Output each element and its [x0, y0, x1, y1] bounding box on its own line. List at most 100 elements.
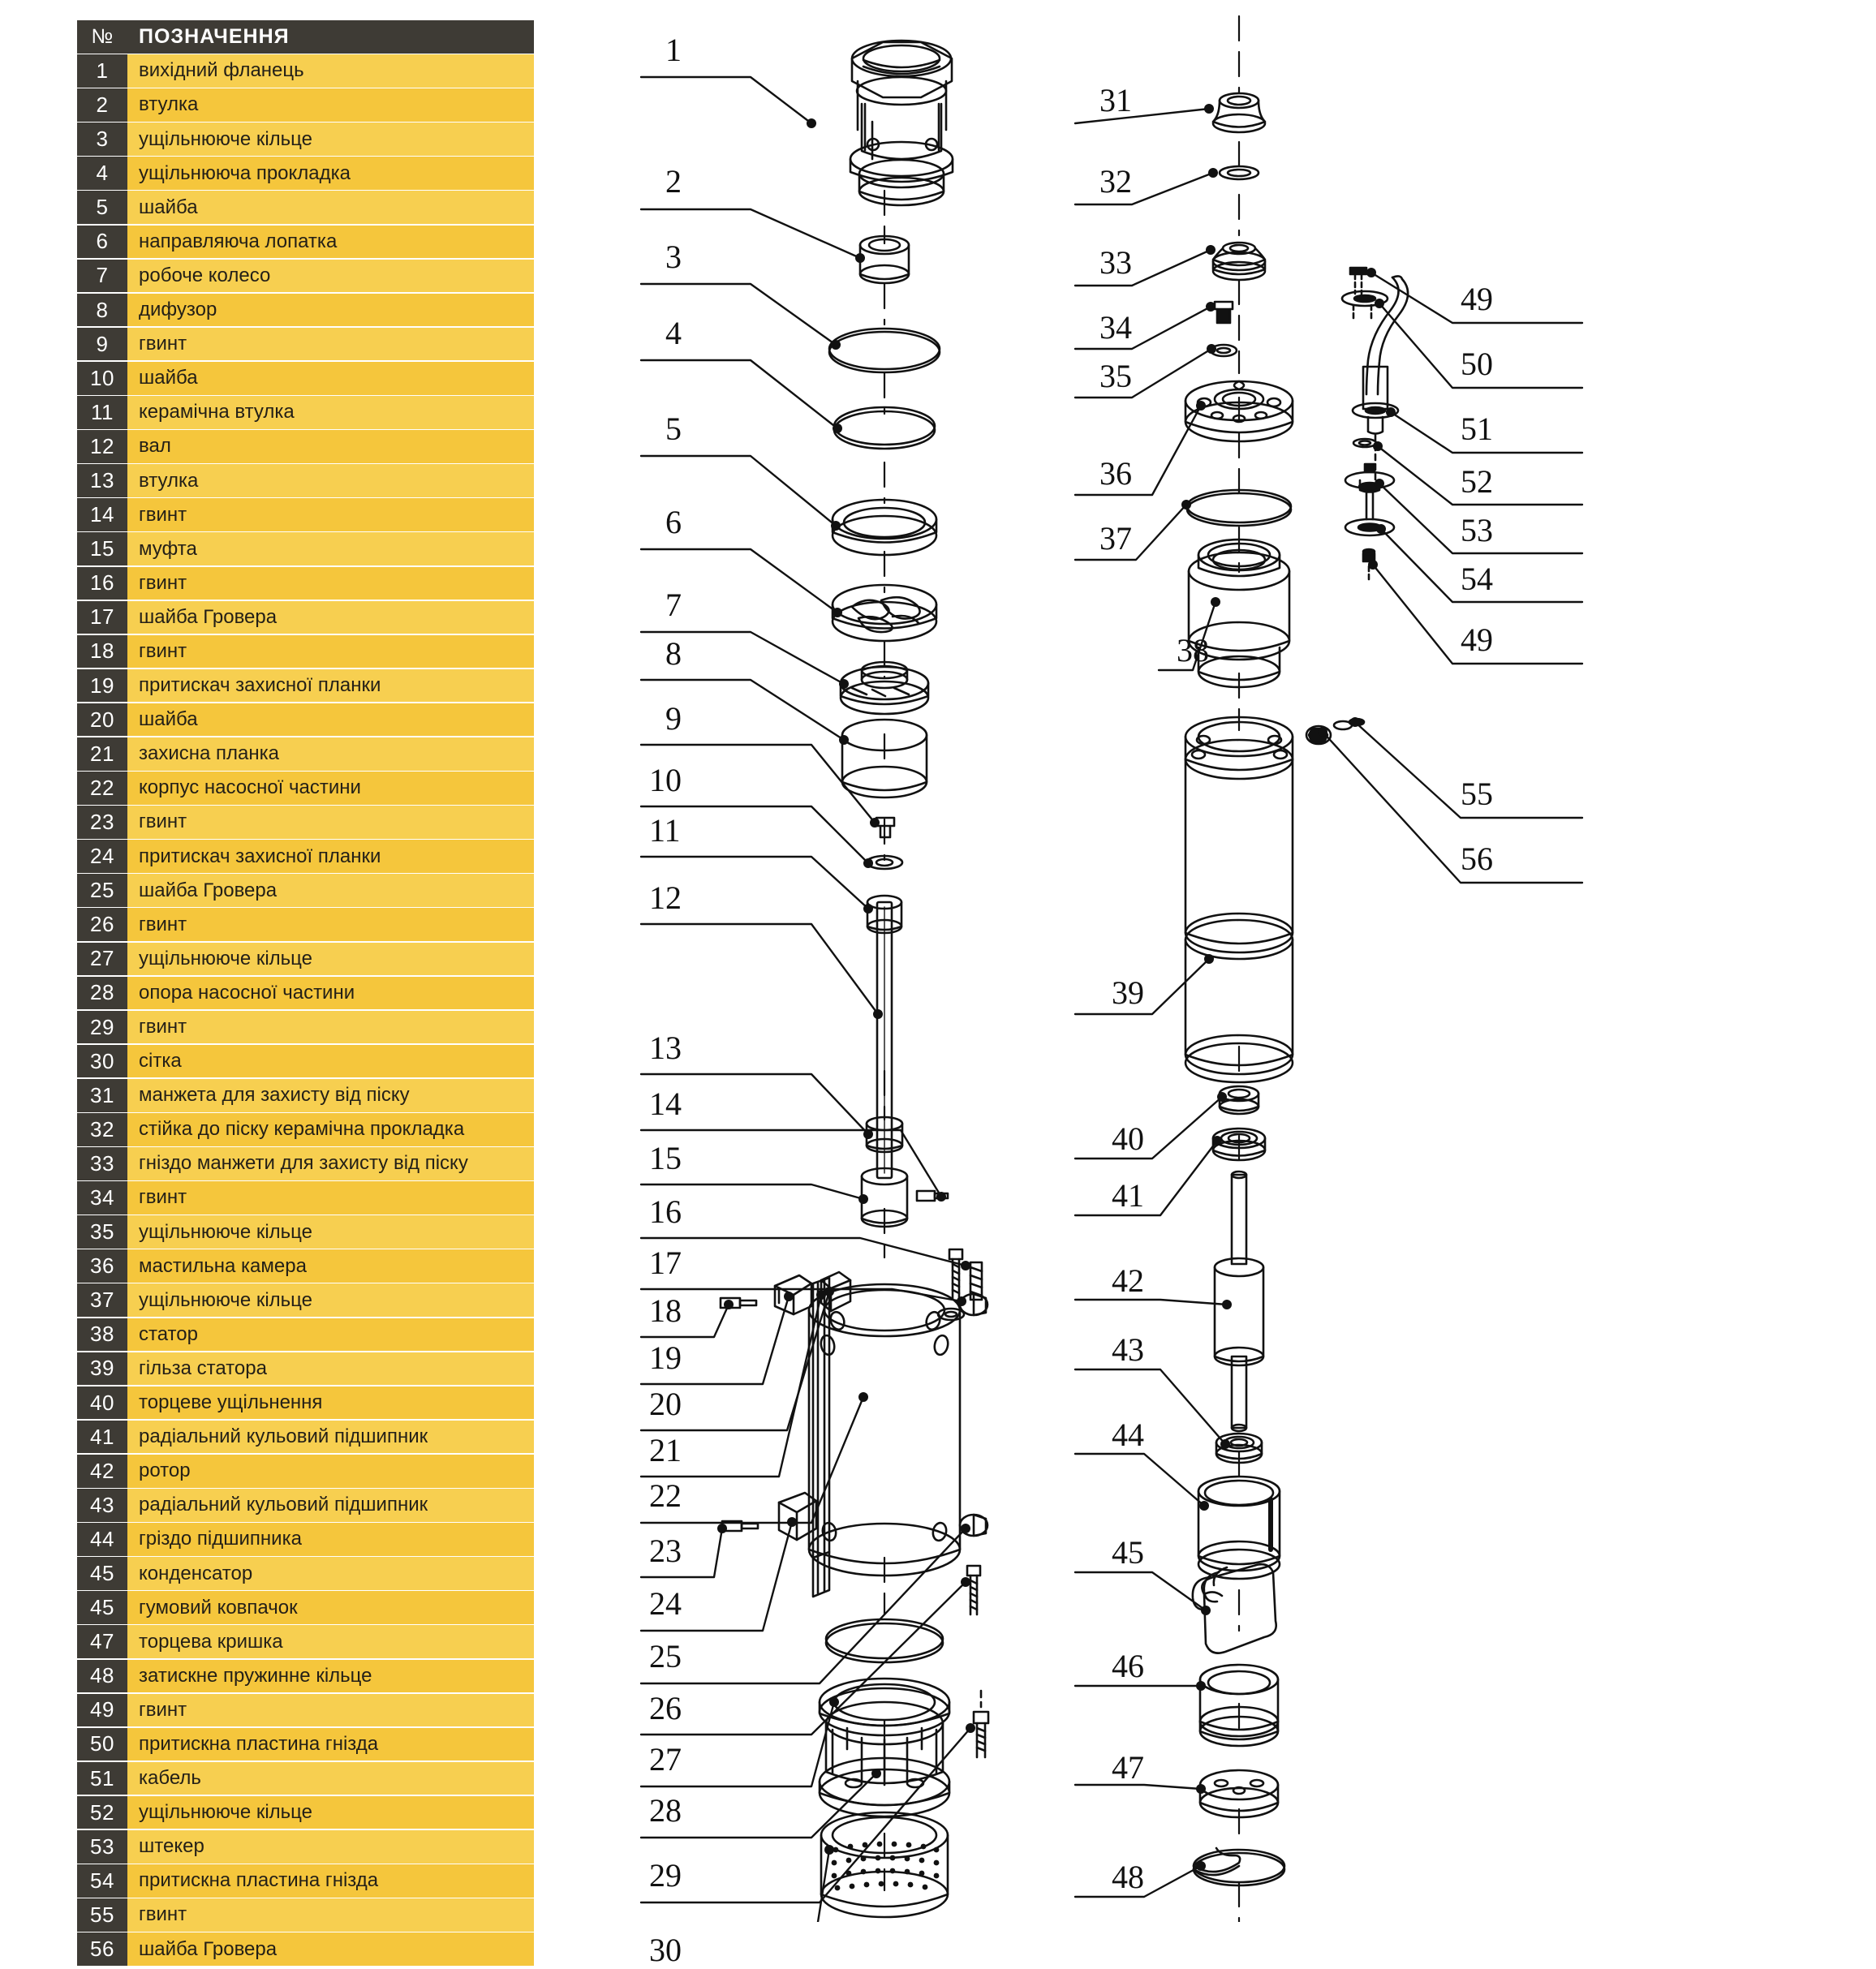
table-row-description: ущільнююче кільце [127, 123, 534, 156]
part-40-mechanical-seal [1218, 1085, 1260, 1116]
callout-number: 12 [649, 879, 682, 916]
table-row-description: втулка [127, 464, 534, 497]
part-6-guide-vane [831, 583, 938, 643]
part-4-gasket [833, 406, 936, 450]
callout-number: 32 [1099, 163, 1132, 200]
table-row: 50 притискна пластина гнізда [77, 1727, 534, 1761]
table-row: 20 шайба [77, 703, 534, 737]
table-row-number: 19 [77, 669, 127, 703]
part-3-sealing-ring [828, 327, 941, 374]
part-42-rotor [1213, 1170, 1265, 1433]
callout-number: 2 [665, 163, 682, 200]
table-row: 43 радіальний кульовий підшипник [77, 1489, 534, 1522]
part-27-sealing-ring [824, 1618, 944, 1664]
part-29-screw [972, 1689, 990, 1759]
table-row-description: шайба [127, 361, 534, 395]
callout-number: 15 [649, 1140, 682, 1176]
table-row: 45 гумовий ковпачок [77, 1591, 534, 1624]
table-row: 56 шайба Гровера [77, 1932, 534, 1966]
table-row: 37 ущільнююче кільце [77, 1283, 534, 1318]
part-31-sand-cuff [1211, 92, 1267, 134]
table-row-description: гніздо манжети для захисту від піску [127, 1147, 534, 1180]
table-row-description: мастильна камера [127, 1249, 534, 1283]
table-row-number: 42 [77, 1454, 127, 1488]
leader-dots [717, 104, 1396, 1871]
callout-number: 37 [1099, 520, 1132, 557]
table-row: 1 вихідний фланець [77, 54, 534, 88]
table-row-number: 55 [77, 1898, 127, 1932]
table-row-number: 4 [77, 157, 127, 190]
callout-number: 44 [1112, 1417, 1144, 1453]
table-header-number: № [77, 20, 127, 54]
table-row-description: статор [127, 1318, 534, 1352]
callout-number: 42 [1112, 1262, 1144, 1299]
table-row-description: ущільнююче кільце [127, 1215, 534, 1249]
table-row-description: затискне пружинне кільце [127, 1659, 534, 1693]
table-row-description: гвинт [127, 1010, 534, 1044]
callout-number: 14 [649, 1086, 682, 1122]
part-5-washer [831, 498, 938, 557]
part-18-screw [719, 1296, 758, 1309]
table-row-description: гвинт [127, 498, 534, 531]
table-row: 14 гвинт [77, 498, 534, 531]
part-48-retaining-ring [1192, 1846, 1286, 1887]
table-row-number: 9 [77, 327, 127, 361]
callout-number: 6 [665, 504, 682, 540]
table-row-number: 53 [77, 1829, 127, 1864]
table-header-description: ПОЗНАЧЕННЯ [127, 20, 534, 54]
table-row: 42 ротор [77, 1454, 534, 1488]
table-row-number: 7 [77, 259, 127, 293]
part-9-screw [875, 816, 896, 839]
table-row-description: гвинт [127, 1181, 534, 1215]
table-row-description: ущільнююче кільце [127, 1795, 534, 1829]
table-row: 2 втулка [77, 88, 534, 122]
part-13-bushing [865, 1116, 904, 1154]
table-row: 32 стійка до піску керамічна прокладка [77, 1113, 534, 1146]
table-row-number: 44 [77, 1523, 127, 1556]
table-row-description: направляюча лопатка [127, 225, 534, 259]
callout-number: 26 [649, 1690, 682, 1726]
part-30-strainer [820, 1811, 949, 1919]
table-row-description: торцеве ущільнення [127, 1386, 534, 1420]
callout-number: 43 [1112, 1331, 1144, 1368]
table-row: 8 дифузор [77, 293, 534, 327]
table-row-description: вихідний фланець [127, 54, 534, 88]
table-row-description: гвинт [127, 908, 534, 942]
table-row-description: притискач захисної планки [127, 840, 534, 873]
table-row-number: 22 [77, 772, 127, 805]
callout-number: 47 [1112, 1749, 1144, 1786]
table-row-number: 43 [77, 1489, 127, 1522]
callout-number: 38 [1177, 632, 1209, 669]
table-row-description: ротор [127, 1454, 534, 1488]
callout-number: 30 [649, 1932, 682, 1968]
table-row-number: 50 [77, 1727, 127, 1761]
table-row-description: гвинт [127, 806, 534, 839]
table-row: 18 гвинт [77, 634, 534, 669]
part-7-impeller [839, 660, 930, 716]
callout-number: 27 [649, 1741, 682, 1778]
table-row-number: 29 [77, 1010, 127, 1044]
table-row-description: гвинт [127, 634, 534, 669]
table-row: 39 гільза статора [77, 1352, 534, 1386]
callout-number: 17 [649, 1245, 682, 1281]
part-17-screw-top [969, 1261, 983, 1301]
table-row-description: гвинт [127, 566, 534, 600]
callout-number: 9 [665, 700, 682, 737]
table-row: 26 гвинт [77, 908, 534, 942]
table-row: 17 шайба Гровера [77, 600, 534, 634]
callout-number: 48 [1112, 1859, 1144, 1895]
callout-number: 3 [665, 239, 682, 275]
callout-number: 11 [649, 812, 681, 849]
part-24-clamp [777, 1491, 818, 1541]
table-row-number: 38 [77, 1318, 127, 1352]
part-38-stator [1187, 538, 1291, 689]
table-row: 11 керамічна втулка [77, 396, 534, 429]
part-23-screw [721, 1520, 759, 1533]
table-row: 13 втулка [77, 464, 534, 497]
table-row-number: 30 [77, 1044, 127, 1078]
table-row-description: кабель [127, 1761, 534, 1795]
table-row: 5 шайба [77, 191, 534, 225]
table-row-description: радіальний кульовий підшипник [127, 1489, 534, 1522]
table-row-description: сітка [127, 1044, 534, 1078]
table-row-number: 49 [77, 1693, 127, 1727]
